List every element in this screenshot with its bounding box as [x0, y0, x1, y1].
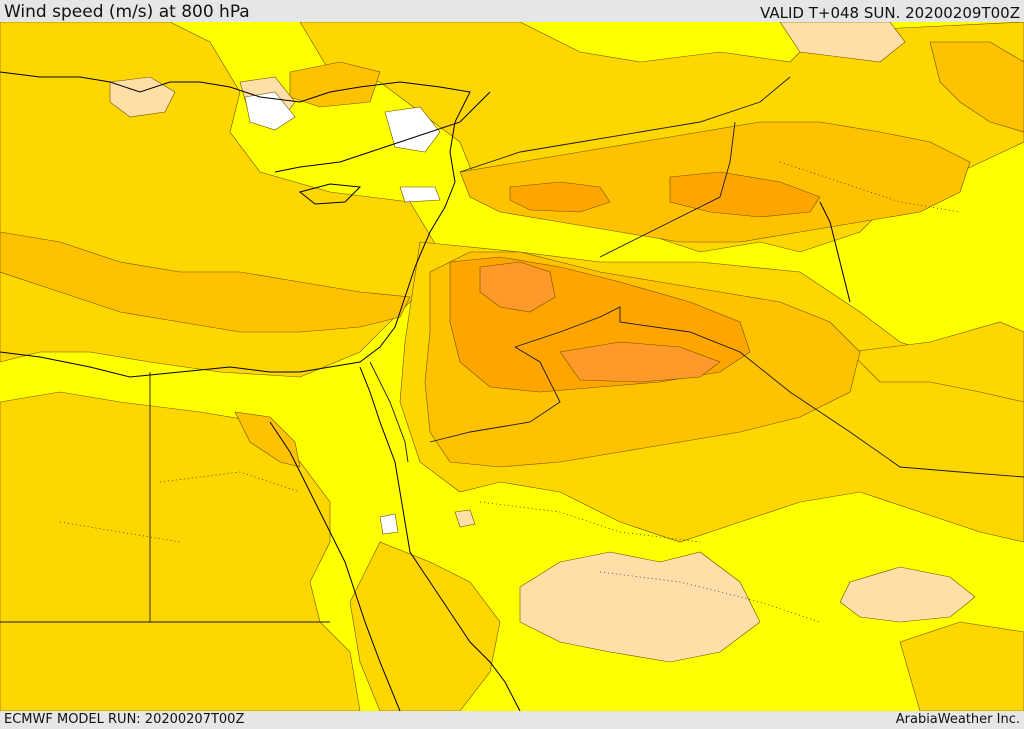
white-patch-anatolia-c — [399, 186, 441, 203]
border-jordan-iraq — [429, 346, 561, 443]
white-patch-gulf-aqaba — [379, 513, 399, 535]
white-contour-regions — [244, 91, 441, 535]
admin-boundary-e — [59, 521, 181, 543]
coast-cyprus — [298, 183, 362, 205]
admin-boundary-d — [779, 161, 961, 213]
dark-orange-contour-regions — [479, 261, 721, 383]
coast-red-sea-west — [269, 421, 401, 711]
gold-region-egypt — [0, 391, 361, 711]
beige-patch-sinai — [454, 509, 476, 528]
coast-anatolia-south — [274, 91, 491, 173]
border-sinai — [369, 361, 409, 463]
orange-core-syria — [509, 181, 611, 213]
admin-boundary-b — [479, 501, 701, 543]
beige-region-anatolia — [779, 22, 906, 63]
orange-region-north-east — [929, 41, 1024, 133]
orange-band-med — [0, 231, 411, 333]
model-run-label: ECMWF MODEL RUN: 20200207T00Z — [4, 712, 245, 727]
wind-speed-map — [0, 22, 1024, 711]
header-bar — [0, 0, 1024, 22]
orange-patch-red-sea-n — [234, 411, 301, 468]
border-syria-iraq — [599, 121, 736, 258]
white-patch-anatolia-b — [384, 106, 441, 153]
dark-orange-core-saudi — [559, 341, 721, 383]
border-jordan-saudi — [514, 306, 1024, 478]
coastlines — [0, 71, 851, 711]
footer-bar — [0, 711, 1024, 729]
coast-north-africa — [0, 71, 471, 378]
credit-label: ArabiaWeather Inc. — [895, 712, 1020, 727]
admin-boundary-c — [599, 571, 821, 623]
valid-time-label: VALID T+048 SUN. 20200209T00Z — [760, 4, 1020, 22]
beige-region-yemen-n — [839, 566, 976, 623]
beige-region-sudan-east — [519, 551, 761, 663]
gold-region-sudan-east — [349, 541, 501, 711]
coast-gulf-suez — [359, 366, 396, 463]
coast-red-sea-east — [394, 461, 521, 711]
orange-core-iraq — [669, 171, 821, 218]
country-borders — [0, 76, 1024, 623]
border-turkey-syria — [459, 76, 791, 173]
dark-orange-core-jordan — [479, 261, 556, 313]
admin-boundary-a — [159, 471, 301, 493]
map-title: Wind speed (m/s) at 800 hPa — [4, 2, 250, 22]
white-patch-anatolia-a — [244, 91, 296, 131]
gold-region-south-east — [899, 621, 1024, 711]
admin-boundaries — [59, 161, 961, 623]
gold-region-far-east — [849, 321, 1024, 403]
coast-persian-gulf — [819, 201, 851, 303]
